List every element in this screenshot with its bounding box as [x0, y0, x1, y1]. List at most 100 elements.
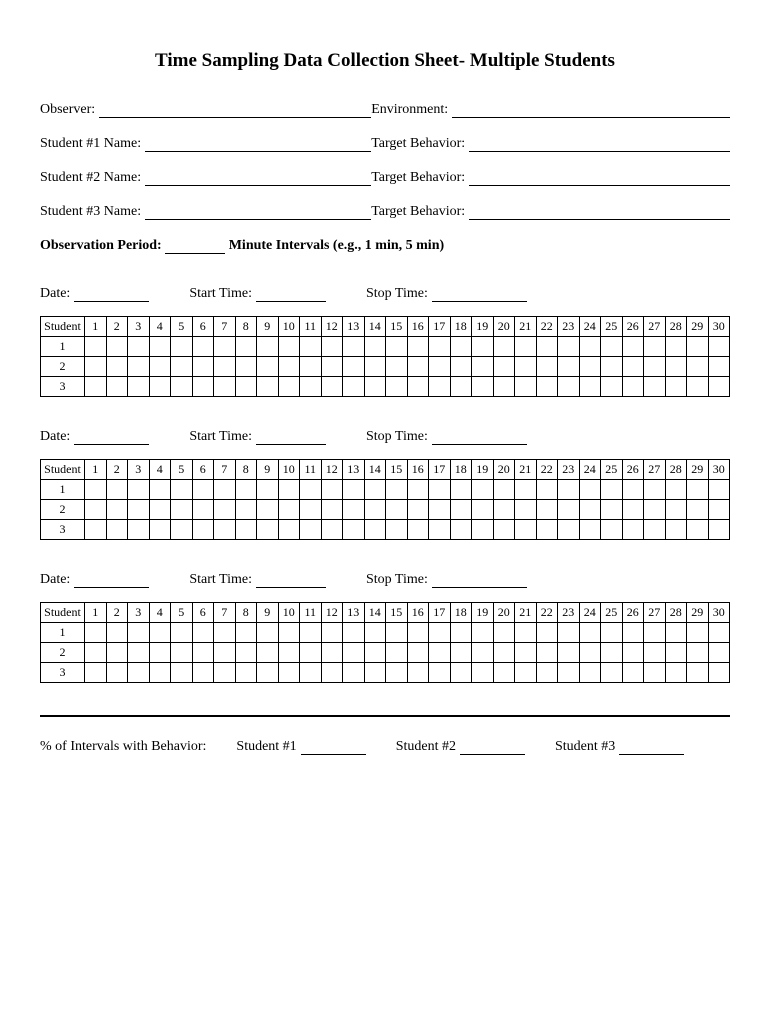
data-cell[interactable]	[192, 643, 214, 663]
data-cell[interactable]	[536, 500, 558, 520]
data-cell[interactable]	[171, 337, 193, 357]
data-cell[interactable]	[493, 643, 515, 663]
data-cell[interactable]	[106, 337, 128, 357]
data-cell[interactable]	[687, 337, 709, 357]
data-cell[interactable]	[85, 623, 107, 643]
data-cell[interactable]	[450, 377, 472, 397]
data-cell[interactable]	[558, 337, 580, 357]
data-cell[interactable]	[364, 480, 386, 500]
data-cell[interactable]	[278, 337, 300, 357]
session-start[interactable]: Start Time:	[189, 286, 326, 302]
data-cell[interactable]	[214, 480, 236, 500]
field-target1[interactable]: Target Behavior:	[371, 136, 730, 152]
data-cell[interactable]	[687, 520, 709, 540]
data-cell[interactable]	[364, 377, 386, 397]
data-cell[interactable]	[515, 337, 537, 357]
data-cell[interactable]	[579, 663, 601, 683]
data-cell[interactable]	[622, 643, 644, 663]
line-target1[interactable]	[469, 138, 730, 152]
footer-s3-line[interactable]	[619, 741, 684, 755]
data-cell[interactable]	[278, 357, 300, 377]
line-target3[interactable]	[469, 206, 730, 220]
data-cell[interactable]	[515, 663, 537, 683]
data-cell[interactable]	[321, 337, 343, 357]
data-cell[interactable]	[343, 377, 365, 397]
data-cell[interactable]	[106, 377, 128, 397]
data-cell[interactable]	[472, 520, 494, 540]
line-student2[interactable]	[145, 172, 371, 186]
data-cell[interactable]	[171, 500, 193, 520]
data-cell[interactable]	[687, 480, 709, 500]
data-cell[interactable]	[171, 643, 193, 663]
data-cell[interactable]	[149, 663, 171, 683]
data-cell[interactable]	[171, 623, 193, 643]
footer-s2[interactable]: Student #2	[396, 739, 525, 755]
data-cell[interactable]	[192, 337, 214, 357]
data-cell[interactable]	[579, 337, 601, 357]
session-start-line[interactable]	[256, 431, 326, 445]
data-cell[interactable]	[407, 500, 429, 520]
data-cell[interactable]	[364, 623, 386, 643]
data-cell[interactable]	[278, 377, 300, 397]
data-cell[interactable]	[386, 500, 408, 520]
data-cell[interactable]	[601, 377, 623, 397]
field-target2[interactable]: Target Behavior:	[371, 170, 730, 186]
data-cell[interactable]	[321, 520, 343, 540]
data-cell[interactable]	[278, 500, 300, 520]
data-cell[interactable]	[343, 480, 365, 500]
data-cell[interactable]	[85, 500, 107, 520]
data-cell[interactable]	[515, 500, 537, 520]
data-cell[interactable]	[321, 480, 343, 500]
data-cell[interactable]	[235, 377, 257, 397]
data-cell[interactable]	[493, 663, 515, 683]
data-cell[interactable]	[214, 643, 236, 663]
data-cell[interactable]	[214, 500, 236, 520]
data-cell[interactable]	[85, 337, 107, 357]
session-stop[interactable]: Stop Time:	[366, 572, 527, 588]
data-cell[interactable]	[300, 663, 322, 683]
data-cell[interactable]	[622, 337, 644, 357]
data-cell[interactable]	[300, 480, 322, 500]
data-cell[interactable]	[321, 623, 343, 643]
data-cell[interactable]	[622, 377, 644, 397]
data-cell[interactable]	[278, 623, 300, 643]
data-cell[interactable]	[515, 377, 537, 397]
data-cell[interactable]	[579, 377, 601, 397]
data-cell[interactable]	[579, 500, 601, 520]
data-cell[interactable]	[214, 623, 236, 643]
data-cell[interactable]	[708, 357, 730, 377]
data-cell[interactable]	[85, 377, 107, 397]
field-student3[interactable]: Student #3 Name:	[40, 204, 371, 220]
data-cell[interactable]	[128, 643, 150, 663]
data-cell[interactable]	[601, 520, 623, 540]
data-cell[interactable]	[257, 663, 279, 683]
data-cell[interactable]	[386, 357, 408, 377]
data-cell[interactable]	[343, 663, 365, 683]
data-cell[interactable]	[429, 337, 451, 357]
data-cell[interactable]	[450, 643, 472, 663]
data-cell[interactable]	[364, 357, 386, 377]
data-cell[interactable]	[171, 663, 193, 683]
field-environment[interactable]: Environment:	[371, 102, 730, 118]
data-cell[interactable]	[257, 337, 279, 357]
data-cell[interactable]	[429, 357, 451, 377]
data-cell[interactable]	[149, 623, 171, 643]
data-cell[interactable]	[708, 337, 730, 357]
data-cell[interactable]	[472, 623, 494, 643]
data-cell[interactable]	[235, 337, 257, 357]
data-cell[interactable]	[214, 520, 236, 540]
data-cell[interactable]	[429, 623, 451, 643]
data-cell[interactable]	[106, 643, 128, 663]
data-cell[interactable]	[257, 480, 279, 500]
data-cell[interactable]	[493, 357, 515, 377]
data-cell[interactable]	[622, 520, 644, 540]
data-cell[interactable]	[601, 623, 623, 643]
data-cell[interactable]	[343, 337, 365, 357]
data-cell[interactable]	[644, 623, 666, 643]
session-stop-line[interactable]	[432, 431, 527, 445]
data-cell[interactable]	[665, 500, 687, 520]
field-student1[interactable]: Student #1 Name:	[40, 136, 371, 152]
data-cell[interactable]	[214, 337, 236, 357]
data-cell[interactable]	[128, 377, 150, 397]
footer-s2-line[interactable]	[460, 741, 525, 755]
